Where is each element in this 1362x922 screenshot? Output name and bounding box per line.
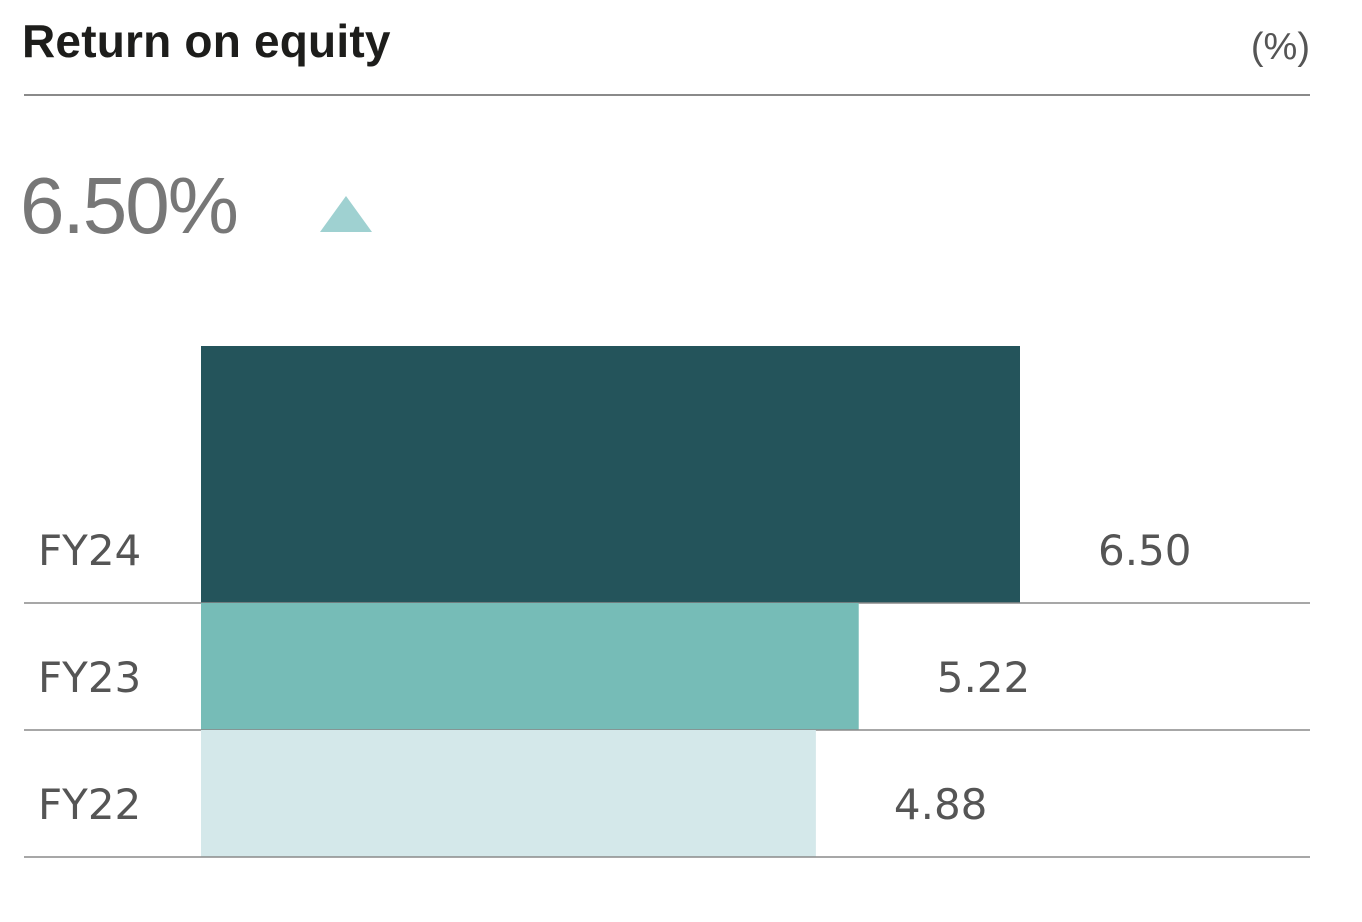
bar-fy24 [201,346,1020,603]
value-label-fy23: 5.22 [937,653,1031,702]
category-label-fy24: FY24 [38,526,141,575]
chart-title: Return on equity [22,15,391,67]
category-label-fy22: FY22 [38,780,141,829]
unit-label: (%) [1250,26,1310,68]
headline-value: 6.50% [20,161,239,250]
bar-fy23 [201,603,859,730]
value-label-fy24: 6.50 [1098,526,1192,575]
trend-up-icon [320,196,372,232]
value-label-fy22: 4.88 [894,780,988,829]
bar-fy22 [201,730,816,857]
title-divider [24,94,1310,96]
category-label-fy23: FY23 [38,653,141,702]
